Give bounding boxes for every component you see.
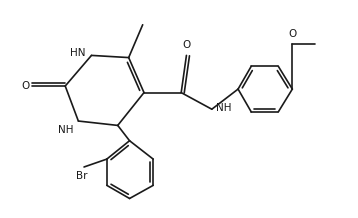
Text: NH: NH [216, 103, 232, 113]
Text: O: O [288, 29, 296, 39]
Text: Br: Br [76, 171, 87, 181]
Text: NH: NH [58, 125, 73, 135]
Text: O: O [182, 40, 190, 50]
Text: HN: HN [70, 48, 85, 58]
Text: O: O [21, 81, 30, 91]
